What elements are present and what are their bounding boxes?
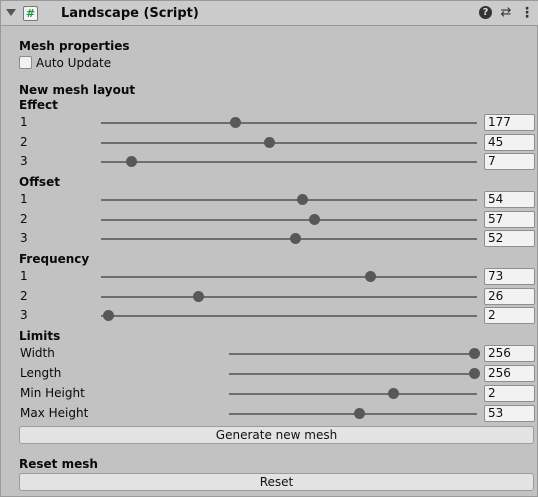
- offset-heading: Offset: [19, 175, 60, 189]
- slider-row: 1 177: [1, 113, 538, 132]
- slider-value-field[interactable]: 256: [484, 365, 535, 382]
- slider-label: 2: [20, 289, 28, 303]
- slider-label: 3: [20, 154, 28, 168]
- slider-value-field[interactable]: 26: [484, 288, 535, 305]
- slider-label: 1: [20, 192, 28, 206]
- slider-label: 3: [20, 308, 28, 322]
- auto-update-checkbox[interactable]: [19, 56, 32, 69]
- effect-heading: Effect: [19, 98, 58, 112]
- slider-thumb[interactable]: [388, 388, 400, 399]
- slider-thumb[interactable]: [192, 291, 204, 302]
- slider-row: Max Height 53: [1, 404, 538, 423]
- slider-thumb[interactable]: [469, 368, 480, 379]
- slider-value-field[interactable]: 177: [484, 114, 535, 131]
- slider-value-field[interactable]: 256: [484, 345, 535, 362]
- auto-update-label: Auto Update: [36, 56, 112, 70]
- slider-label: 2: [20, 212, 28, 226]
- slider-track[interactable]: [229, 393, 477, 395]
- slider-thumb[interactable]: [469, 348, 480, 359]
- slider-value-field[interactable]: 45: [484, 134, 535, 151]
- slider-value-field[interactable]: 53: [484, 405, 535, 422]
- foldout-arrow-icon[interactable]: [6, 9, 16, 16]
- slider-row: 1 54: [1, 190, 538, 209]
- slider-value-field[interactable]: 2: [484, 385, 535, 402]
- slider-track[interactable]: [101, 238, 477, 240]
- context-menu-icon[interactable]: ⋮: [520, 5, 534, 21]
- slider-label: 1: [20, 115, 28, 129]
- slider-row: Width 256: [1, 344, 538, 363]
- slider-track[interactable]: [229, 373, 477, 375]
- slider-label: Width: [20, 346, 55, 360]
- slider-track[interactable]: [101, 142, 477, 144]
- component-header[interactable]: # Landscape (Script) ? ⇄ ⋮: [1, 1, 538, 26]
- script-icon: #: [23, 6, 38, 21]
- presets-icon[interactable]: ⇄: [500, 5, 512, 20]
- slider-thumb[interactable]: [297, 194, 309, 205]
- help-icon[interactable]: ?: [479, 6, 492, 19]
- slider-value-field[interactable]: 2: [484, 307, 535, 324]
- slider-track[interactable]: [101, 276, 477, 278]
- slider-label: 3: [20, 231, 28, 245]
- slider-track[interactable]: [229, 413, 477, 415]
- slider-row: 2 26: [1, 287, 538, 306]
- slider-value-field[interactable]: 73: [484, 268, 535, 285]
- slider-row: 1 73: [1, 267, 538, 286]
- slider-thumb[interactable]: [353, 408, 365, 419]
- slider-label: Max Height: [20, 406, 89, 420]
- slider-thumb[interactable]: [230, 117, 242, 128]
- slider-track[interactable]: [101, 296, 477, 298]
- slider-thumb[interactable]: [125, 156, 137, 167]
- slider-track[interactable]: [101, 315, 477, 317]
- slider-value-field[interactable]: 52: [484, 230, 535, 247]
- slider-thumb[interactable]: [308, 214, 320, 225]
- mesh-properties-heading: Mesh properties: [19, 39, 130, 53]
- component-title: Landscape (Script): [61, 6, 199, 21]
- frequency-heading: Frequency: [19, 252, 90, 266]
- generate-new-mesh-button[interactable]: Generate new mesh: [19, 426, 534, 444]
- new-mesh-layout-heading: New mesh layout: [19, 83, 136, 97]
- slider-track[interactable]: [229, 353, 477, 355]
- slider-row: Length 256: [1, 364, 538, 383]
- slider-thumb[interactable]: [289, 233, 301, 244]
- slider-row: 3 52: [1, 229, 538, 248]
- slider-label: 1: [20, 269, 28, 283]
- slider-value-field[interactable]: 7: [484, 153, 535, 170]
- slider-thumb[interactable]: [263, 137, 275, 148]
- slider-track[interactable]: [101, 161, 477, 163]
- slider-track[interactable]: [101, 122, 477, 124]
- slider-row: 2 45: [1, 133, 538, 152]
- slider-track[interactable]: [101, 219, 477, 221]
- slider-value-field[interactable]: 54: [484, 191, 535, 208]
- slider-row: 2 57: [1, 210, 538, 229]
- reset-button[interactable]: Reset: [19, 473, 534, 491]
- slider-track[interactable]: [101, 199, 477, 201]
- limits-heading: Limits: [19, 329, 61, 343]
- slider-row: Min Height 2: [1, 384, 538, 403]
- slider-label: Min Height: [20, 386, 85, 400]
- slider-thumb[interactable]: [364, 271, 376, 282]
- slider-value-field[interactable]: 57: [484, 211, 535, 228]
- slider-label: Length: [20, 366, 62, 380]
- slider-label: 2: [20, 135, 28, 149]
- reset-mesh-heading: Reset mesh: [19, 457, 98, 471]
- slider-thumb[interactable]: [103, 310, 115, 321]
